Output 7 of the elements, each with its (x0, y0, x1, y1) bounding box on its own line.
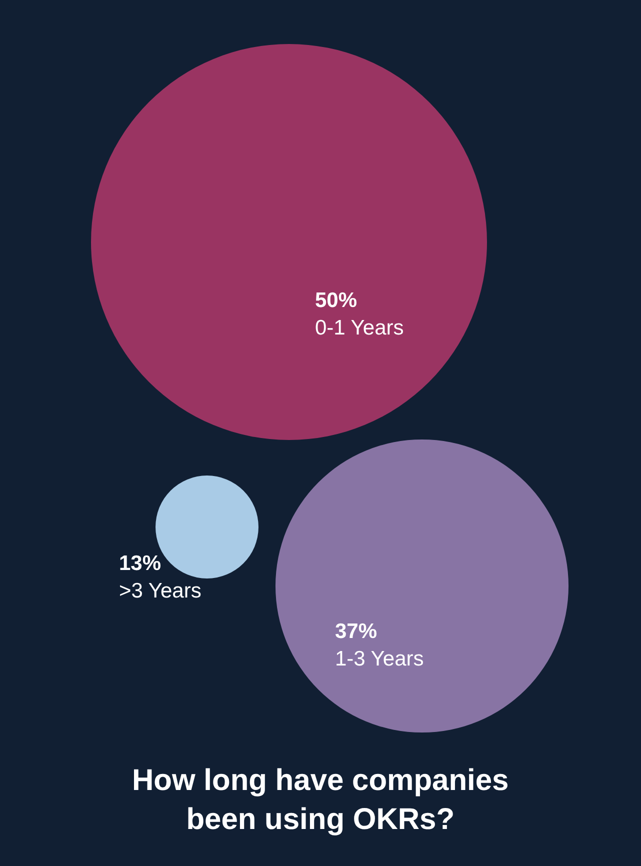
data-label: 37% (335, 620, 378, 643)
text: How long have companies been using OKRs? (132, 764, 509, 836)
category-label: >3 Years (119, 579, 202, 602)
category-label: 0-1 Years (315, 316, 404, 340)
category-label: 1-3 Years (335, 647, 424, 670)
data-label: 50% (315, 289, 358, 312)
data-label: 13% (119, 552, 162, 575)
